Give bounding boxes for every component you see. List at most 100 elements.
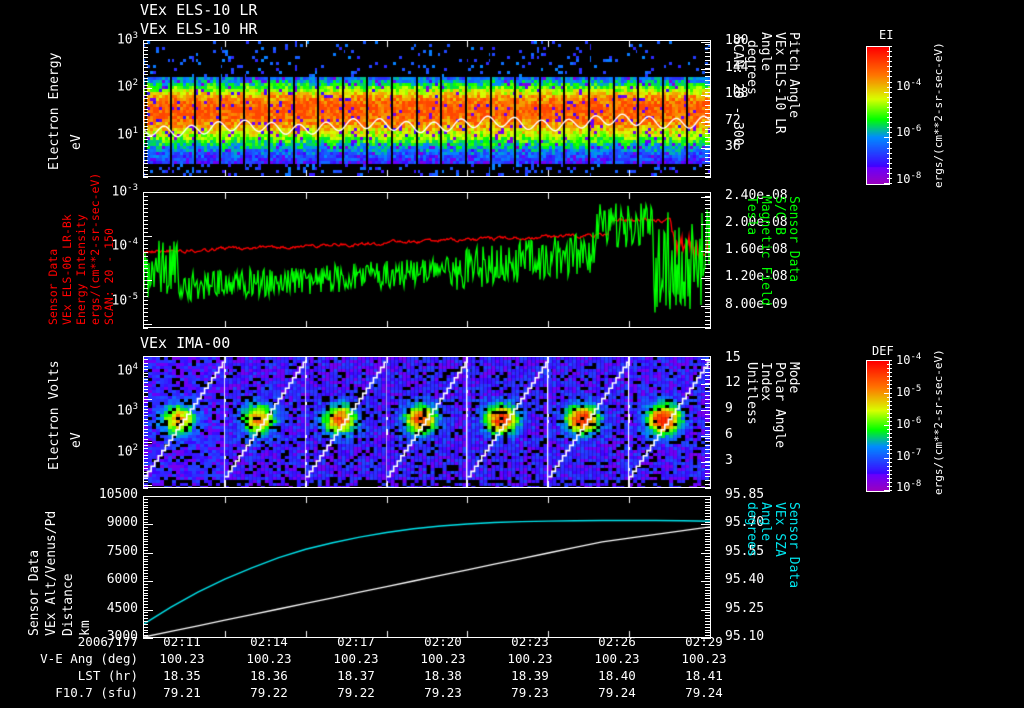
panel3-colorbar-title: DEF [872, 344, 894, 358]
panel3-colorbar-tick-0: 10-4 [896, 352, 922, 367]
panel2-right-tick-0: 2.40e-08 [725, 187, 788, 203]
panel1-colorbar-tick-2: 10-8 [896, 170, 922, 186]
panel1-right-tick-0: 180 [725, 33, 749, 48]
panel3-right-tickmark-1 [701, 384, 711, 386]
panel3-colorbar-tick-2: 10-6 [896, 415, 922, 431]
panel2-right-tickmark-4 [701, 305, 711, 307]
footer-cell-r2-c1: 18.36 [250, 668, 288, 683]
footer-cell-r1-c4: 100.23 [507, 651, 553, 666]
panel1-title-lr: VEx ELS-10 LR [140, 1, 258, 19]
panel3-colorbar-tick-1: 10-5 [896, 383, 922, 399]
panel2-right-tickmark-3 [701, 278, 711, 280]
footer-cell-r0-c1: 02:14 [250, 634, 288, 649]
panel3-right-tickmark-0 [701, 358, 711, 360]
panel1-right-tick-3: 72 [725, 112, 741, 128]
panel4-left-tickmark-4 [143, 609, 153, 611]
panel3-colorbar [866, 360, 890, 492]
panel3-left-tick-1: 103 [116, 402, 138, 419]
panel1-right-tickmark-0 [701, 42, 711, 43]
footer-cell-r3-c5: 79.24 [598, 685, 636, 700]
footer-cell-r3-c4: 79.23 [511, 685, 549, 700]
panel4-right-tick-3: 95.40 [725, 572, 765, 588]
panel3-colorbar-tick-4: 10-8 [896, 479, 922, 495]
panel3-left-tick-2: 102 [116, 443, 138, 460]
panel2-left-tick-0: 10-3 [111, 183, 139, 200]
footer-cell-r3-c6: 79.24 [685, 685, 723, 700]
panel4-left-tickmark-2 [143, 552, 153, 554]
panel2-right-tickmark-0 [701, 196, 711, 198]
footer-cell-r2-c3: 18.38 [424, 668, 462, 683]
panel3-plot-area [143, 356, 711, 488]
footer-cell-r3-c0: 79.21 [163, 685, 201, 700]
panel4-right-tick-4: 95.25 [725, 600, 765, 616]
footer-cell-r1-c0: 100.23 [159, 651, 205, 666]
footer-cell-r1-c6: 100.23 [681, 651, 727, 666]
panel4-left-tick-4: 4500 [106, 600, 138, 616]
footer-cell-r3-c3: 79.23 [424, 685, 462, 700]
panel1-right-tickmark-3 [701, 121, 711, 123]
panel4-left-tickmark-3 [143, 581, 153, 583]
footer-cell-r0-c4: 02:23 [511, 634, 549, 649]
panel3-right-tickmark-3 [701, 435, 711, 437]
panel3-right-tickmark-4 [701, 461, 711, 463]
panel3-right-tick-1: 12 [725, 375, 741, 391]
footer-cell-r1-c1: 100.23 [246, 651, 292, 666]
panel1-left-tick-2: 101 [116, 125, 138, 142]
footer-cell-r3-c1: 79.22 [250, 685, 288, 700]
panel1-colorbar-tick-0: 10-4 [896, 77, 922, 93]
panel4-left-tick-2: 7500 [106, 543, 138, 559]
panel4-left-tickmark-0 [143, 496, 153, 497]
footer-cell-r2-c2: 18.37 [337, 668, 375, 683]
panel1-title-hr: VEx ELS-10 HR [140, 20, 258, 38]
panel1-right-tickmark-2 [701, 95, 711, 97]
panel3-right-tick-0: 15 [725, 349, 741, 365]
panel4-left-tick-1: 9000 [106, 515, 138, 531]
panel3-right-tick-3: 6 [725, 426, 733, 442]
panel2-right-tick-4: 8.00e-09 [725, 296, 788, 312]
panel2-left-tick-1: 10-4 [111, 237, 139, 254]
panel3-title: VEx IMA-00 [140, 334, 231, 352]
footer-cell-r0-c5: 02:26 [598, 634, 636, 649]
panel3-left-tick-0: 104 [116, 361, 138, 378]
footer-cell-r0-c2: 02:17 [337, 634, 375, 649]
panel4-right-tick-0: 95.85 [725, 487, 765, 502]
panel3-right-tick-4: 3 [725, 452, 733, 468]
panel4-right-tick-2: 95.55 [725, 543, 765, 559]
footer-cell-r2-c0: 18.35 [163, 668, 201, 683]
panel2-right-tick-2: 1.60e-08 [725, 242, 788, 258]
panel4-left-tickmark-1 [143, 524, 153, 526]
panel2-left-tick-2: 10-5 [111, 291, 139, 309]
panel1-left-tick-0: 103 [116, 31, 138, 48]
footer-cell-r1-c3: 100.23 [420, 651, 466, 666]
panel1-right-tick-1: 144 [725, 59, 749, 75]
panel3-colorbar-tick-3: 10-7 [896, 447, 922, 463]
panel1-plot-area [143, 40, 711, 177]
panel1-colorbar-tick-1: 10-6 [896, 124, 922, 140]
footer-row-label-2: LST (hr) [77, 668, 138, 683]
panel2-right-tick-1: 2.00e-08 [725, 214, 788, 230]
footer-cell-r0-c3: 02:20 [424, 634, 462, 649]
panel3-right-tick-2: 9 [725, 401, 733, 417]
panel1-right-tick-4: 36 [725, 139, 741, 155]
footer-cell-r2-c5: 18.40 [598, 668, 636, 683]
panel1-colorbar [866, 46, 890, 185]
panel4-right-tick-5: 95.10 [725, 629, 765, 644]
footer-cell-r0-c0: 02:11 [163, 634, 201, 649]
footer-cell-r2-c4: 18.39 [511, 668, 549, 683]
panel1-left-tick-1: 102 [116, 78, 138, 95]
footer-row-label-3: F10.7 (sfu) [55, 685, 138, 700]
panel4-left-tick-5: 3000 [106, 629, 138, 644]
panel1-colorbar-title: EI [879, 28, 894, 42]
panel4-left-tick-3: 6000 [106, 572, 138, 588]
panel2-right-tickmark-2 [701, 251, 711, 253]
panel4-left-tick-0: 10500 [98, 487, 138, 502]
panel2-right-tick-3: 1.20e-08 [725, 269, 788, 285]
footer-row-label-1: V-E Ang (deg) [40, 651, 138, 666]
panel1-right-tick-2: 108 [725, 86, 749, 102]
footer-cell-r0-c6: 02:29 [685, 634, 723, 649]
footer-cell-r2-c6: 18.41 [685, 668, 723, 683]
panel4-left-tickmark-5 [143, 638, 153, 639]
footer-cell-r3-c2: 79.22 [337, 685, 375, 700]
footer-row-label-0: 2006/177 [77, 634, 138, 649]
